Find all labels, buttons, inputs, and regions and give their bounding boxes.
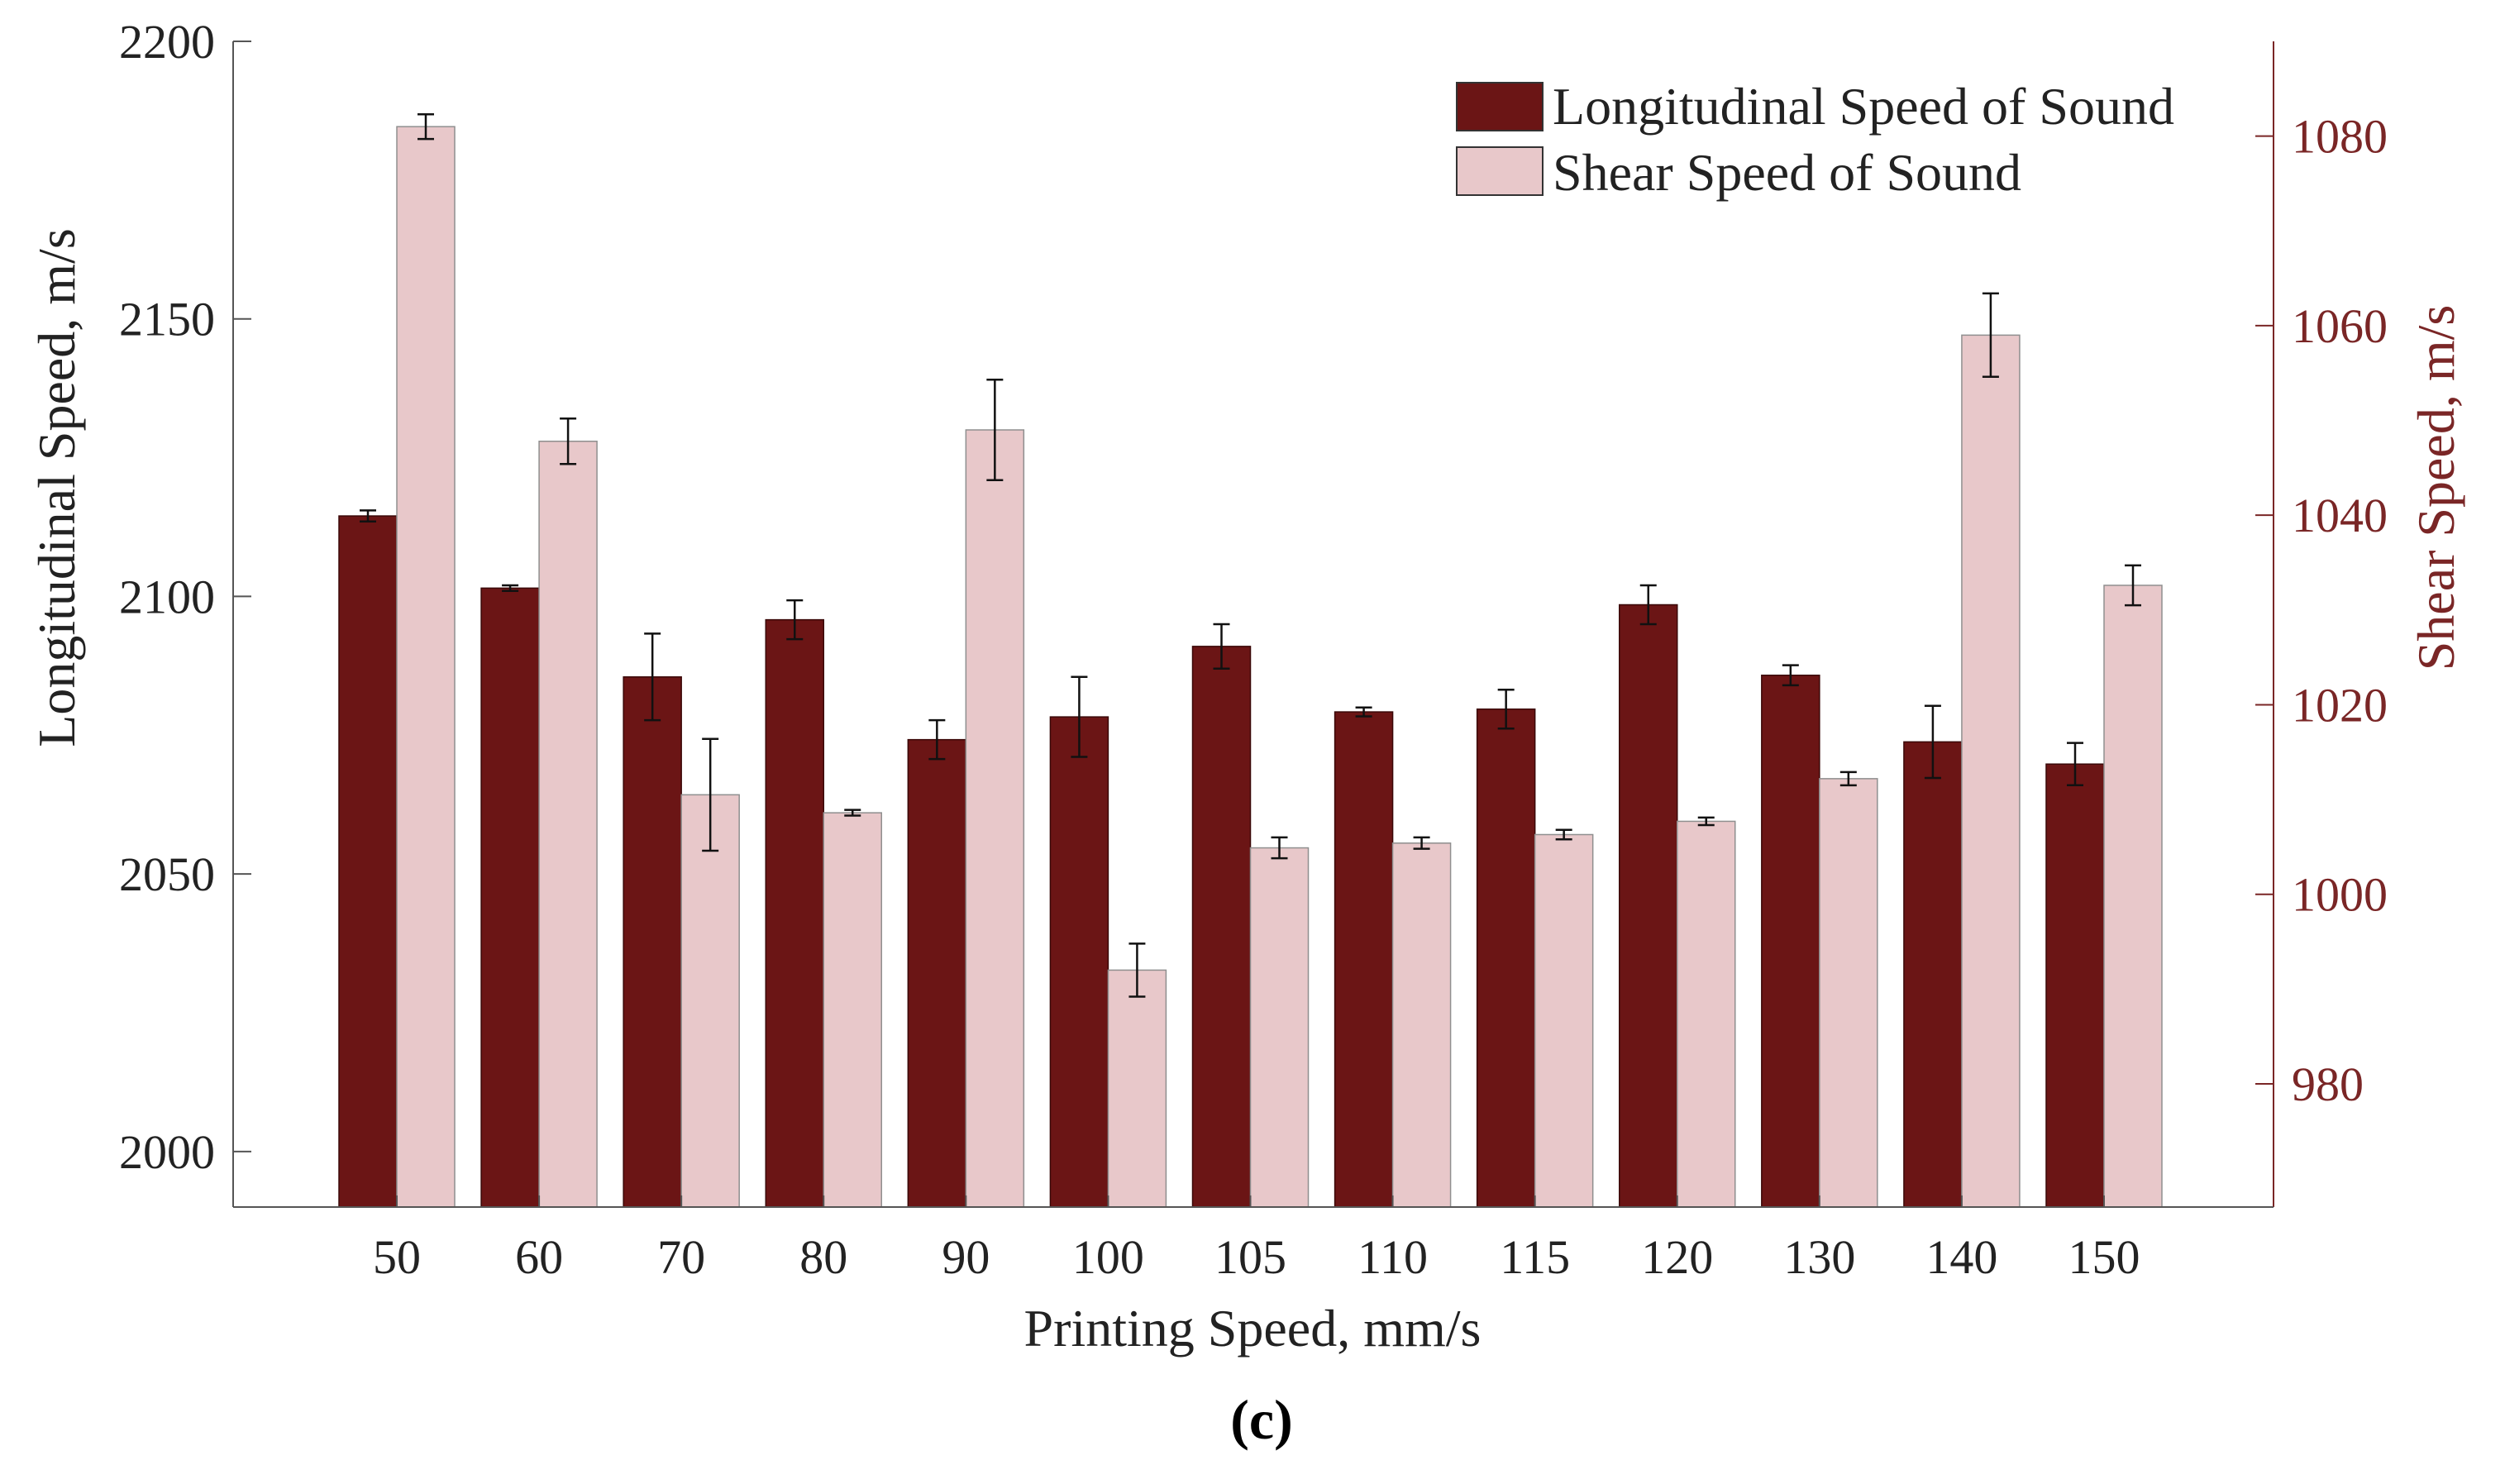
- figure-caption: (c): [1230, 1388, 1292, 1451]
- y-right-tick-label-980: 980: [2292, 1057, 2364, 1111]
- bar-shear-90: [965, 429, 1025, 1208]
- bar-longitudinal-100: [1049, 716, 1109, 1208]
- x-tick-label-115: 115: [1500, 1230, 1570, 1284]
- bar-longitudinal-105: [1191, 646, 1252, 1208]
- legend: Longitudinal Speed of Sound Shear Speed …: [1456, 77, 2174, 202]
- y-right-tick-label-1060: 1060: [2292, 299, 2388, 353]
- bar-shear-110: [1391, 842, 1452, 1208]
- bar-longitudinal-110: [1334, 711, 1394, 1208]
- y-right-tick-label-1040: 1040: [2292, 489, 2388, 542]
- bar-shear-130: [1819, 778, 1878, 1208]
- y-right-tick-label-1080: 1080: [2292, 110, 2388, 164]
- tick-labels-group: 50 60 70 80 90 100 105 110 115 120 130 140 150 2000 20…: [119, 15, 2388, 1284]
- legend-swatch-shear: [1456, 146, 1544, 196]
- x-tick-label-120: 120: [1641, 1230, 1713, 1284]
- x-tick-label-60: 60: [515, 1230, 563, 1284]
- x-tick-label-150: 150: [2068, 1230, 2140, 1284]
- bar-longitudinal-50: [338, 515, 398, 1208]
- x-tick-label-140: 140: [1925, 1230, 1997, 1284]
- y-left-tick-label-2000: 2000: [119, 1125, 215, 1179]
- x-tick-label-70: 70: [657, 1230, 705, 1284]
- legend-label-longitudinal: Longitudinal Speed of Sound: [1553, 77, 2174, 136]
- bar-longitudinal-60: [480, 587, 540, 1208]
- bar-longitudinal-115: [1476, 708, 1536, 1208]
- legend-swatch-longitudinal: [1456, 82, 1544, 131]
- bar-shear-80: [823, 812, 882, 1208]
- bar-shear-120: [1677, 820, 1736, 1208]
- x-tick-label-100: 100: [1072, 1230, 1144, 1284]
- bar-shear-150: [2103, 585, 2163, 1208]
- x-axis-title: Printing Speed, mm/s: [1024, 1299, 1482, 1358]
- y-left-tick-label-2050: 2050: [119, 847, 215, 901]
- y-left-tick-label-2150: 2150: [119, 293, 215, 346]
- legend-label-shear: Shear Speed of Sound: [1553, 143, 2021, 202]
- bar-longitudinal-150: [2045, 763, 2105, 1208]
- x-tick-label-130: 130: [1783, 1230, 1855, 1284]
- x-tick-label-110: 110: [1357, 1230, 1428, 1284]
- bar-longitudinal-140: [1903, 741, 1963, 1208]
- y-left-tick-label-2100: 2100: [119, 570, 215, 623]
- bar-longitudinal-70: [623, 676, 682, 1208]
- x-tick-label-105: 105: [1214, 1230, 1286, 1284]
- y-left-tick-label-2200: 2200: [119, 15, 215, 69]
- bar-shear-100: [1107, 969, 1167, 1208]
- bar-shear-50: [396, 126, 456, 1208]
- bar-shear-60: [538, 441, 598, 1208]
- x-tick-label-50: 50: [373, 1230, 421, 1284]
- bar-longitudinal-80: [765, 618, 824, 1208]
- y-right-tick-label-1000: 1000: [2292, 868, 2388, 922]
- bar-shear-70: [680, 794, 740, 1208]
- bars-group: [338, 126, 2163, 1208]
- y-axis-left-title: Longitudinal Speed, m/s: [27, 228, 86, 747]
- bar-longitudinal-130: [1761, 675, 1820, 1208]
- axes-group: [232, 41, 2274, 1208]
- bar-shear-115: [1534, 833, 1594, 1208]
- y-axis-right-title: Shear Speed, m/s: [2407, 305, 2465, 671]
- bar-shear-140: [1961, 334, 2021, 1208]
- error-bars-group: [360, 113, 2141, 998]
- bar-longitudinal-90: [907, 738, 967, 1208]
- bar-longitudinal-120: [1619, 604, 1678, 1208]
- x-tick-label-90: 90: [942, 1230, 990, 1284]
- bar-shear-105: [1249, 847, 1310, 1208]
- x-tick-label-80: 80: [799, 1230, 847, 1284]
- y-right-tick-label-1020: 1020: [2292, 678, 2388, 732]
